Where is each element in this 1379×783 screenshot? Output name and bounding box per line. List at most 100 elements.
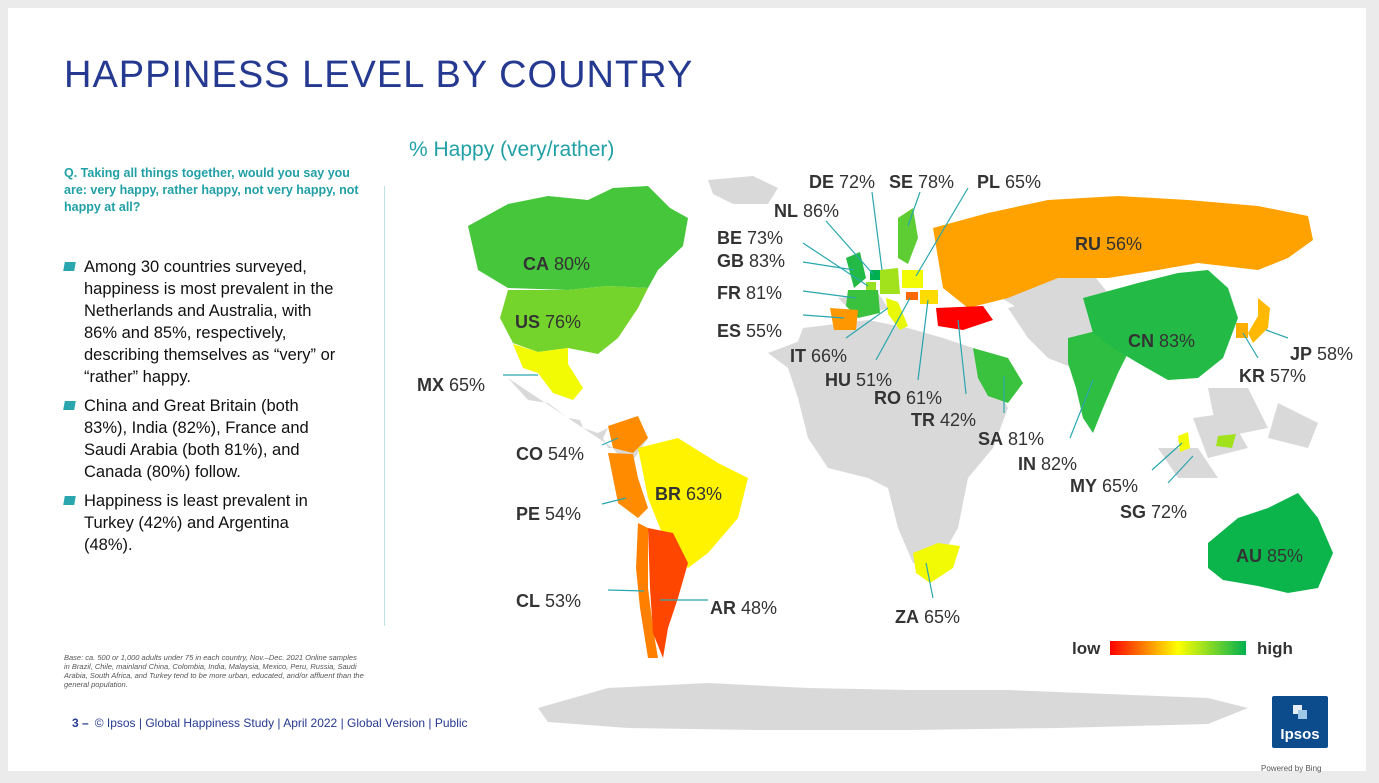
country-label-ca: CA 80%	[523, 254, 590, 274]
country-value: 58%	[1312, 344, 1353, 364]
country-code: GB	[717, 251, 744, 271]
country-code: SG	[1120, 502, 1146, 522]
country-code: PE	[516, 504, 540, 524]
country-label-in: IN 82%	[1018, 454, 1077, 474]
country-shape	[1178, 432, 1190, 452]
country-label-cn: CN 83%	[1128, 331, 1195, 351]
country-labels: NL 86%AU 85%CN 83%GB 83%IN 82%FR 81%SA 8…	[417, 172, 1353, 627]
country-code: RO	[874, 388, 901, 408]
country-value: 73%	[742, 228, 783, 248]
country-shape	[936, 306, 993, 330]
country-value: 72%	[1146, 502, 1187, 522]
leader-lines	[503, 187, 1289, 601]
country-code: HU	[825, 370, 851, 390]
country-code: BE	[717, 228, 742, 248]
country-code: KR	[1239, 366, 1265, 386]
country-code: PL	[977, 172, 1000, 192]
country-shape	[866, 282, 876, 290]
country-code: RU	[1075, 234, 1101, 254]
country-code: AR	[710, 598, 736, 618]
country-value: 54%	[543, 444, 584, 464]
country-value: 54%	[540, 504, 581, 524]
footer-text: © Ipsos | Global Happiness Study | April…	[94, 716, 468, 730]
country-value: 65%	[1097, 476, 1138, 496]
country-code: BR	[655, 484, 681, 504]
bullet-text: Happiness is least prevalent in Turkey (…	[84, 492, 308, 554]
legend-gradient-bar	[1110, 641, 1246, 655]
footer: 3 – © Ipsos | Global Happiness Study | Ap…	[72, 716, 468, 730]
country-label-se: SE 78%	[889, 172, 954, 192]
country-shape	[608, 416, 648, 453]
country-shape	[880, 268, 900, 294]
country-label-gb: GB 83%	[717, 251, 785, 271]
divider-line	[384, 186, 385, 626]
country-value: 56%	[1101, 234, 1142, 254]
base-note: Base: ca. 500 or 1,000 adults under 75 i…	[64, 653, 364, 689]
country-value: 82%	[1036, 454, 1077, 474]
country-value: 86%	[798, 201, 839, 221]
country-label-za: ZA 65%	[895, 607, 960, 627]
country-value: 57%	[1265, 366, 1306, 386]
slide: HAPPINESS LEVEL BY COUNTRY Q. Taking all…	[8, 8, 1366, 771]
bullet-item: Among 30 countries surveyed, happiness i…	[63, 256, 339, 388]
country-shape	[608, 453, 648, 518]
country-label-ro: RO 61%	[874, 388, 942, 408]
country-value: 81%	[741, 283, 782, 303]
country-label-br: BR 63%	[655, 484, 722, 504]
legend-low-label: low	[1072, 639, 1101, 658]
country-label-kr: KR 57%	[1239, 366, 1306, 386]
country-value: 65%	[919, 607, 960, 627]
country-label-tr: TR 42%	[911, 410, 976, 430]
country-label-es: ES 55%	[717, 321, 782, 341]
country-code: JP	[1290, 344, 1312, 364]
country-code: TR	[911, 410, 935, 430]
country-value: 51%	[851, 370, 892, 390]
bullet-text: Among 30 countries surveyed, happiness i…	[84, 258, 336, 386]
country-value: 42%	[935, 410, 976, 430]
country-shape	[1083, 270, 1238, 380]
country-shapes	[468, 186, 1333, 658]
legend-high-label: high	[1257, 639, 1293, 658]
country-label-us: US 76%	[515, 312, 581, 332]
country-shape	[973, 348, 1023, 403]
country-value: 65%	[1000, 172, 1041, 192]
color-scale-legend: low high	[1072, 639, 1293, 658]
country-label-au: AU 85%	[1236, 546, 1303, 566]
country-code: AU	[1236, 546, 1262, 566]
country-label-fr: FR 81%	[717, 283, 782, 303]
country-label-ru: RU 56%	[1075, 234, 1142, 254]
country-code: CN	[1128, 331, 1154, 351]
bullet-item: Happiness is least prevalent in Turkey (…	[63, 490, 339, 556]
country-value: 65%	[444, 375, 485, 395]
country-code: CL	[516, 591, 540, 611]
country-shape	[468, 186, 688, 290]
country-value: 83%	[1154, 331, 1195, 351]
country-value: 85%	[1262, 546, 1303, 566]
country-shape	[1216, 434, 1236, 448]
country-label-cl: CL 53%	[516, 591, 581, 611]
country-shape	[886, 298, 908, 330]
country-value: 76%	[540, 312, 581, 332]
country-shape	[500, 286, 648, 354]
country-label-sa: SA 81%	[978, 429, 1044, 449]
country-value: 66%	[806, 346, 847, 366]
bullet-text: China and Great Britain (both 83%), Indi…	[84, 397, 309, 481]
country-shape	[1248, 298, 1270, 343]
logo-text: Ipsos	[1280, 726, 1320, 743]
country-value: 48%	[736, 598, 777, 618]
country-code: CA	[523, 254, 549, 274]
country-code: FR	[717, 283, 741, 303]
country-label-pe: PE 54%	[516, 504, 581, 524]
country-code: CO	[516, 444, 543, 464]
country-value: 81%	[1003, 429, 1044, 449]
country-shape	[933, 196, 1313, 308]
country-code: SE	[889, 172, 913, 192]
country-label-hu: HU 51%	[825, 370, 892, 390]
country-value: 53%	[540, 591, 581, 611]
country-code: ZA	[895, 607, 919, 627]
country-value: 83%	[744, 251, 785, 271]
country-code: NL	[774, 201, 798, 221]
country-label-nl: NL 86%	[774, 201, 839, 221]
country-shape	[898, 208, 918, 264]
country-shape	[870, 270, 880, 280]
